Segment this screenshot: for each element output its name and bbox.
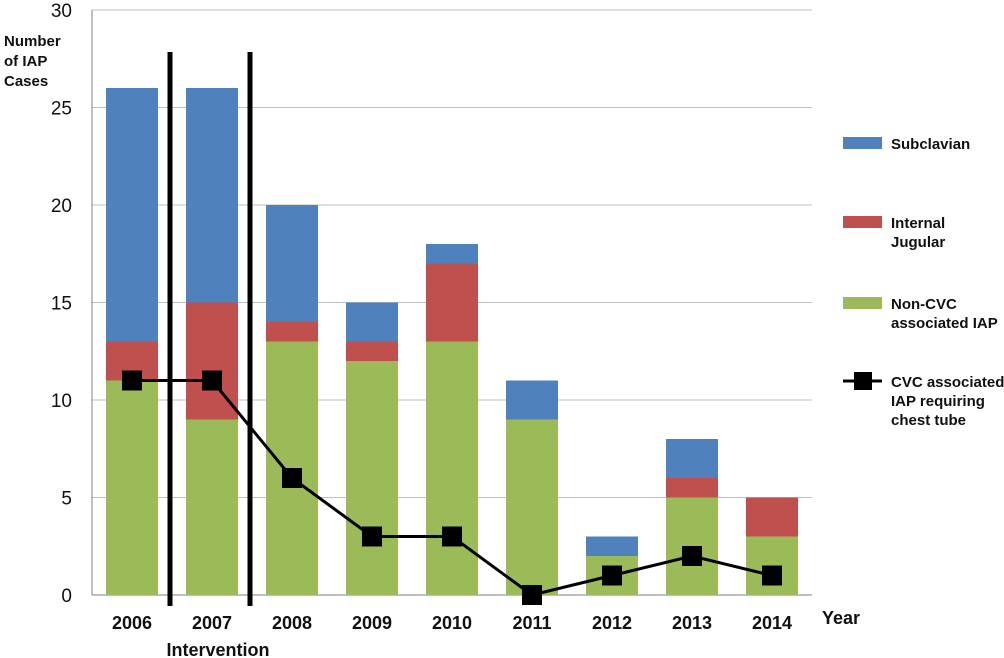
bar-segment-0-2009: [346, 361, 398, 595]
legend-label-line: CVC associated: [891, 374, 1004, 391]
line-marker-2008: [282, 468, 302, 488]
bar-segment-1-2013: [666, 478, 718, 498]
y-tick-label: 25: [51, 99, 72, 120]
legend-label-line: Internal: [891, 215, 945, 232]
line-marker-2007: [202, 370, 222, 391]
y-tick-label: 30: [51, 1, 72, 22]
line-marker-2010: [442, 526, 462, 547]
line-marker-2013: [682, 546, 702, 566]
bar-segment-0-2010: [426, 341, 478, 595]
legend-label-2: Subclavian: [891, 136, 970, 153]
y-tick-label: 10: [51, 391, 72, 412]
legend-label-0: Non-CVC associated IAP: [891, 296, 998, 332]
bar-segment-2-2012: [586, 536, 638, 556]
legend-label-3: CVC associated IAP requiring chest tube: [891, 374, 1004, 429]
x-tick-label-2009: 2009: [352, 613, 392, 633]
x-axis-ticks: 2006 2007 2008 2009 2010 2011 2012 2013 2014: [112, 613, 792, 633]
legend-label-line: IAP requiring: [891, 393, 985, 410]
bar-segment-2-2009: [346, 302, 398, 342]
legend-label-line: Non-CVC: [891, 296, 957, 313]
x-tick-label-2010: 2010: [432, 613, 472, 633]
y-axis-ticks: 0 5 10 15 20 25 30: [51, 1, 72, 607]
bar-segment-2-2011: [506, 380, 558, 420]
bar-segment-0-2006: [106, 380, 158, 595]
legend-label-line: chest tube: [891, 412, 966, 429]
x-tick-label-2012: 2012: [592, 613, 632, 633]
bar-segment-1-2008: [266, 322, 318, 342]
x-tick-label-2014: 2014: [752, 613, 792, 633]
y-tick-label: 15: [51, 294, 72, 315]
legend: Subclavian Internal Jugular Non-CVC associat…: [843, 136, 1004, 429]
bars: [106, 88, 798, 595]
y-axis-label: Number of IAP Cases: [4, 33, 61, 90]
y-axis-label-line: Cases: [4, 73, 48, 90]
legend-swatch-1: [843, 216, 882, 228]
bar-segment-2-2006: [106, 88, 158, 342]
line-marker-2014: [762, 565, 782, 586]
legend-label-line: Jugular: [891, 234, 945, 251]
legend-label-1: Internal Jugular: [891, 215, 945, 251]
legend-swatch-marker: [854, 372, 872, 390]
x-tick-label-2007: 2007: [192, 613, 232, 633]
x-axis-label: Year: [822, 608, 860, 628]
cvc-line-series: [122, 370, 782, 605]
bar-segment-2-2007: [186, 88, 238, 303]
bar-segment-0-2007: [186, 419, 238, 595]
legend-label-line: Subclavian: [891, 136, 970, 153]
bar-segment-2-2008: [266, 205, 318, 322]
line-marker-2011: [522, 585, 542, 605]
intervention-label: Intervention: [166, 640, 269, 658]
intervention-lines: [167, 52, 253, 606]
line-marker-2006: [122, 370, 142, 391]
legend-label-line: associated IAP: [891, 315, 998, 332]
x-tick-label-2013: 2013: [672, 613, 712, 633]
x-tick-label-2008: 2008: [272, 613, 312, 633]
bar-segment-1-2009: [346, 341, 398, 361]
bar-segment-1-2014: [746, 497, 798, 537]
bar-segment-2-2013: [666, 439, 718, 478]
y-axis-label-line: of IAP: [4, 53, 47, 70]
y-tick-label: 5: [61, 489, 72, 510]
legend-swatch-0: [843, 297, 882, 309]
bar-segment-2-2010: [426, 244, 478, 264]
bar-segment-0-2011: [506, 419, 558, 595]
y-tick-label: 0: [61, 586, 72, 607]
y-axis-label-line: Number: [4, 33, 61, 50]
x-tick-label-2006: 2006: [112, 613, 152, 633]
x-tick-label-2011: 2011: [512, 613, 551, 633]
bar-segment-1-2010: [426, 263, 478, 342]
line-marker-2012: [602, 565, 622, 586]
legend-swatch-2: [843, 137, 882, 149]
y-tick-label: 20: [51, 196, 72, 217]
line-marker-2009: [362, 526, 382, 547]
